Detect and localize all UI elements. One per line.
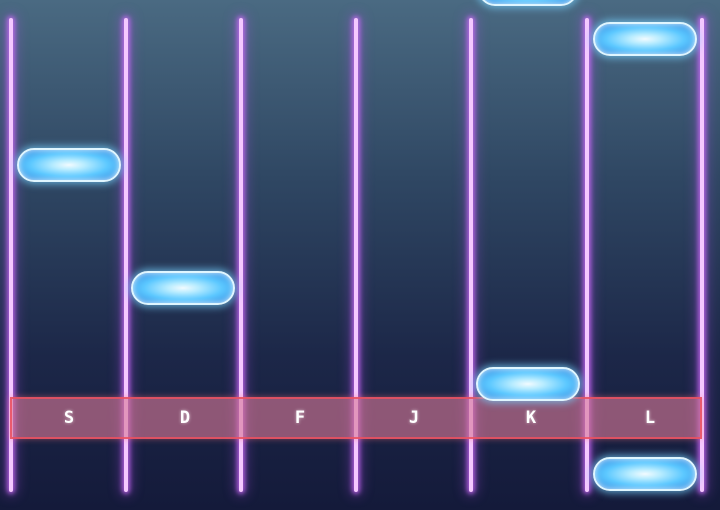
falling-note — [478, 0, 578, 6]
lane-key-j[interactable]: J — [394, 400, 434, 436]
lane-key-s[interactable]: S — [49, 400, 89, 436]
lane-key-l[interactable]: L — [630, 400, 670, 436]
falling-note — [593, 457, 697, 491]
falling-note — [476, 367, 580, 401]
lane-key-f[interactable]: F — [280, 400, 320, 436]
hit-zone-bar — [10, 397, 702, 439]
falling-note — [131, 271, 235, 305]
lane-key-d[interactable]: D — [165, 400, 205, 436]
falling-note — [17, 148, 121, 182]
lane-key-k[interactable]: K — [511, 400, 551, 436]
falling-note — [593, 22, 697, 56]
